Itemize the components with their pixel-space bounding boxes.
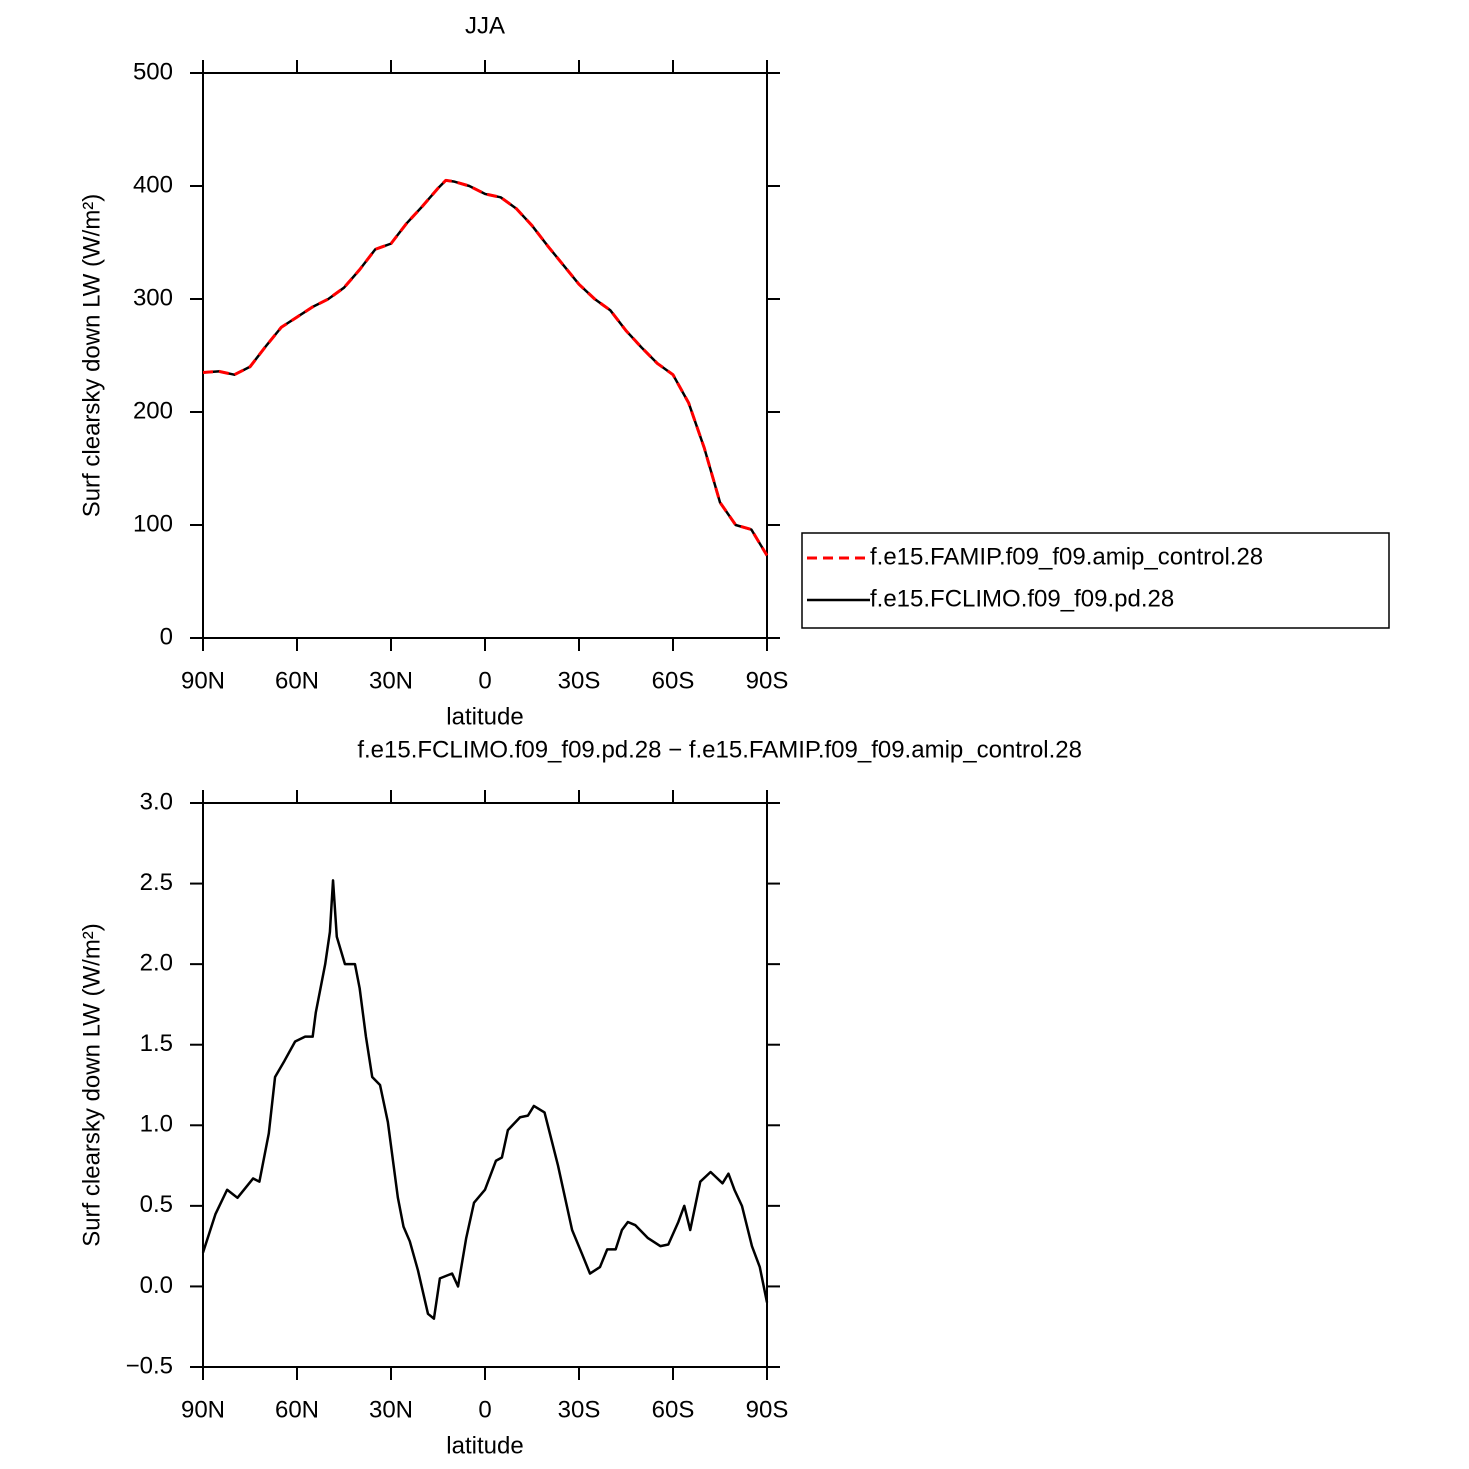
y-tick-label: 0.0	[140, 1272, 173, 1299]
x-tick-label: 30N	[369, 667, 413, 694]
y-tick-label: 1.5	[140, 1030, 173, 1057]
x-tick-label: 0	[478, 667, 491, 694]
y-tick-label: 2.0	[140, 949, 173, 976]
data-line	[202, 178, 769, 557]
x-tick-label: 90S	[746, 1396, 789, 1423]
y-tick-label: 0.5	[140, 1191, 173, 1218]
x-axis-label: latitude	[446, 1432, 523, 1459]
y-tick-label: 300	[133, 284, 173, 311]
x-axis-label: latitude	[446, 703, 523, 730]
y-tick-label: 100	[133, 510, 173, 537]
x-tick-label: 60N	[275, 667, 319, 694]
y-tick-label: 200	[133, 397, 173, 424]
x-tick-label: 60S	[652, 667, 695, 694]
y-tick-label: 1.0	[140, 1111, 173, 1138]
y-tick-label: −0.5	[126, 1352, 173, 1379]
chart-title: JJA	[465, 12, 505, 39]
y-tick-label: 400	[133, 171, 173, 198]
x-tick-label: 60S	[652, 1396, 695, 1423]
data-line	[202, 179, 769, 557]
y-axis-label: Surf clearsky down LW (W/m²)	[78, 923, 105, 1247]
legend-label: f.e15.FCLIMO.f09_f09.pd.28	[870, 585, 1174, 612]
x-tick-label: 30S	[558, 1396, 601, 1423]
y-tick-label: 3.0	[140, 788, 173, 815]
plot-frame	[202, 802, 768, 1368]
x-tick-label: 90S	[746, 667, 789, 694]
x-tick-label: 0	[478, 1396, 491, 1423]
chart-title: f.e15.FCLIMO.f09_f09.pd.28 − f.e15.FAMIP…	[357, 736, 1082, 763]
data-line	[201, 879, 769, 1320]
legend-box	[801, 532, 1390, 629]
x-tick-label: 30N	[369, 1396, 413, 1423]
y-axis-label: Surf clearsky down LW (W/m²)	[78, 194, 105, 518]
x-tick-label: 90N	[181, 1396, 225, 1423]
x-tick-label: 60N	[275, 1396, 319, 1423]
plot-frame	[202, 72, 768, 639]
y-tick-label: 2.5	[140, 869, 173, 896]
y-tick-label: 0	[160, 623, 173, 650]
x-tick-label: 30S	[558, 667, 601, 694]
x-tick-label: 90N	[181, 667, 225, 694]
y-tick-label: 500	[133, 58, 173, 85]
legend-label: f.e15.FAMIP.f09_f09.amip_control.28	[870, 543, 1263, 570]
